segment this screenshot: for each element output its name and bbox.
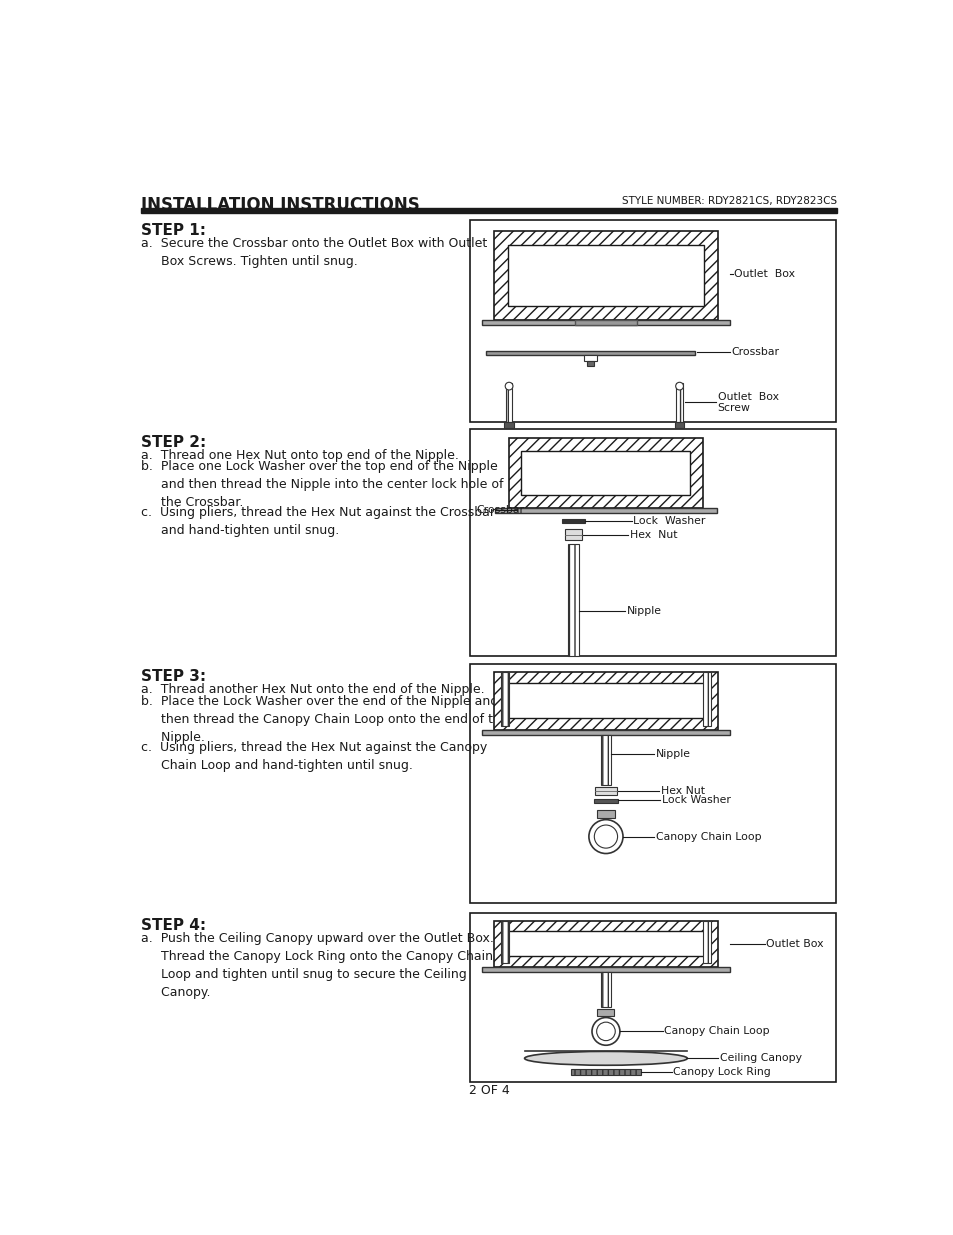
Bar	[521, 451, 690, 495]
Text: Outlet  Box
Screw: Outlet Box Screw	[717, 391, 778, 412]
Bar	[586, 362, 594, 366]
Bar	[504, 421, 513, 427]
Circle shape	[675, 383, 682, 390]
Bar	[493, 231, 718, 320]
Bar	[500, 920, 509, 963]
Text: Crossbar: Crossbar	[476, 505, 524, 515]
Bar	[141, 209, 836, 212]
Bar	[583, 354, 596, 362]
Bar	[599, 735, 611, 785]
Bar	[509, 438, 702, 508]
Text: Lock  Washer: Lock Washer	[633, 516, 704, 526]
Text: Canopy Chain Loop: Canopy Chain Loop	[655, 831, 760, 841]
Bar	[702, 672, 710, 726]
Bar	[564, 530, 581, 540]
Circle shape	[588, 820, 622, 853]
Text: Lock Washer: Lock Washer	[661, 795, 730, 805]
Text: 2 OF 4: 2 OF 4	[468, 1084, 509, 1097]
Bar	[674, 421, 683, 427]
Text: b.  Place one Lock Washer over the top end of the Nipple
     and then thread th: b. Place one Lock Washer over the top en…	[141, 461, 503, 509]
Bar	[500, 672, 509, 726]
Text: Canopy Lock Ring: Canopy Lock Ring	[673, 1067, 770, 1077]
Text: a.  Push the Ceiling Canopy upward over the Outlet Box.
     Thread the Canopy L: a. Push the Ceiling Canopy upward over t…	[141, 932, 494, 999]
Circle shape	[596, 1023, 615, 1041]
Bar	[575, 320, 637, 325]
Text: STEP 2:: STEP 2:	[141, 435, 206, 450]
Bar	[702, 920, 710, 963]
Text: a.  Secure the Crossbar onto the Outlet Box with Outlet
     Box Screws. Tighten: a. Secure the Crossbar onto the Outlet B…	[141, 237, 487, 268]
Text: c.  Using pliers, thread the Hex Nut against the Canopy
     Chain Loop and hand: c. Using pliers, thread the Hex Nut agai…	[141, 741, 487, 772]
Bar	[470, 430, 835, 656]
Bar	[594, 799, 617, 803]
Bar	[470, 220, 835, 421]
Bar	[481, 730, 729, 735]
Bar	[596, 810, 615, 818]
Text: b.  Place the Lock Washer over the end of the Nipple and
     then thread the Ca: b. Place the Lock Washer over the end of…	[141, 695, 508, 743]
Bar	[505, 383, 512, 421]
Text: Outlet  Box: Outlet Box	[733, 269, 794, 279]
Bar	[481, 967, 729, 972]
Bar	[561, 520, 584, 524]
Bar	[504, 931, 707, 956]
Bar	[597, 1009, 614, 1016]
Text: Nipple: Nipple	[626, 606, 661, 616]
Bar	[493, 920, 718, 967]
Text: Crossbar: Crossbar	[731, 347, 779, 357]
Text: STEP 3:: STEP 3:	[141, 669, 206, 684]
Bar	[495, 508, 716, 514]
Text: a.  Thread one Hex Nut onto top end of the Nipple.: a. Thread one Hex Nut onto top end of th…	[141, 448, 458, 462]
Bar	[571, 1070, 640, 1076]
Circle shape	[594, 825, 617, 848]
Text: STYLE NUMBER: RDY2821CS, RDY2823CS: STYLE NUMBER: RDY2821CS, RDY2823CS	[621, 196, 836, 206]
Bar	[676, 383, 682, 421]
Text: INSTALLATION INSTRUCTIONS: INSTALLATION INSTRUCTIONS	[141, 196, 419, 214]
Text: a.  Thread another Hex Nut onto the end of the Nipple.: a. Thread another Hex Nut onto the end o…	[141, 683, 484, 697]
Text: Hex  Nut: Hex Nut	[629, 530, 677, 540]
Circle shape	[505, 383, 513, 390]
Ellipse shape	[524, 1051, 686, 1066]
Bar	[595, 787, 617, 795]
Bar	[485, 351, 695, 354]
Text: Canopy Chain Loop: Canopy Chain Loop	[663, 1026, 769, 1036]
Text: Hex Nut: Hex Nut	[660, 787, 704, 797]
Bar	[470, 913, 835, 1082]
Bar	[481, 320, 729, 325]
Circle shape	[592, 1018, 619, 1045]
Text: Ceiling Canopy: Ceiling Canopy	[720, 1053, 801, 1063]
Text: STEP 4:: STEP 4:	[141, 918, 206, 934]
Text: c.  Using pliers, thread the Hex Nut against the Crossbar
     and hand-tighten : c. Using pliers, thread the Hex Nut agai…	[141, 506, 495, 537]
Text: Nipple: Nipple	[655, 750, 690, 760]
Bar	[493, 672, 718, 730]
Bar	[505, 683, 706, 718]
Bar	[470, 664, 835, 903]
Bar	[567, 543, 578, 656]
Bar	[599, 972, 611, 1007]
Text: STEP 1:: STEP 1:	[141, 222, 206, 238]
Bar	[507, 246, 703, 306]
Text: Outlet Box: Outlet Box	[765, 939, 823, 948]
